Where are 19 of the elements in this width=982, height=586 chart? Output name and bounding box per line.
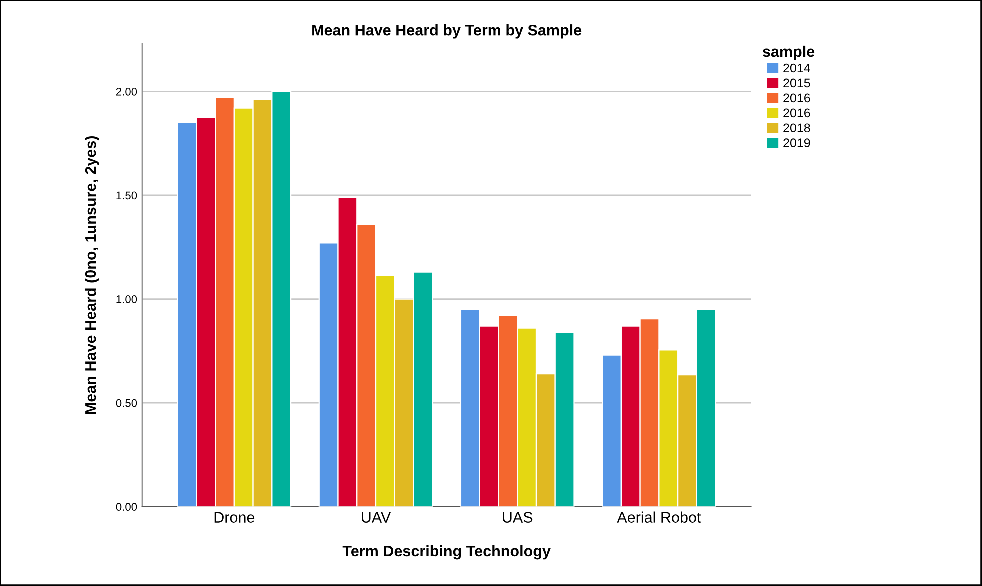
- legend-label: 2016: [784, 108, 810, 118]
- x-tick-label: Aerial Robot: [617, 512, 702, 523]
- legend-label: 2014: [784, 64, 810, 73]
- y-tick-label: 1.50: [116, 192, 138, 200]
- y-tick-label: 2.00: [116, 88, 138, 96]
- legend-label: 2018: [784, 124, 810, 133]
- legend-label: 2015: [784, 78, 810, 88]
- y-tick-label: 0.50: [116, 399, 138, 408]
- y-tick-label: 0.00: [116, 503, 138, 512]
- legend-label: 2019: [784, 138, 810, 148]
- x-tick-label: Drone: [214, 512, 255, 523]
- y-axis-title: Mean Have Heard (0no, 1unsure, 2yes): [84, 136, 100, 414]
- x-tick-label: UAS: [503, 512, 533, 523]
- y-tick-label: 1.00: [116, 296, 138, 304]
- chart-title: Mean Have Heard by Term by Sample: [312, 24, 582, 39]
- x-tick-label: UAV: [362, 512, 392, 523]
- legend-label: 2016: [784, 94, 810, 103]
- legend-title: sample: [763, 46, 815, 60]
- x-axis-title: Term Describing Technology: [342, 545, 551, 560]
